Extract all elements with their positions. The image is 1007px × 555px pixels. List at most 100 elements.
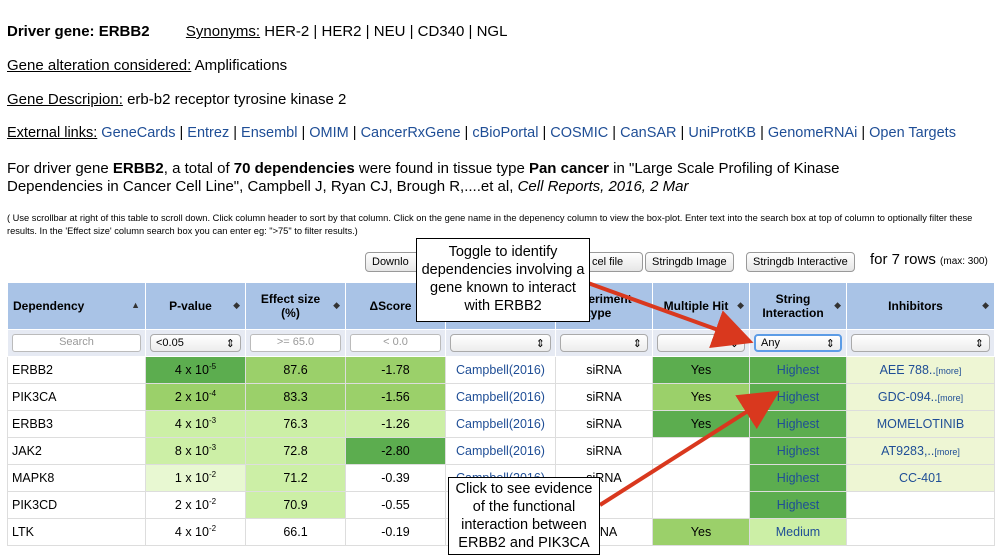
alteration-label: Gene alteration considered: (7, 57, 192, 74)
study-filter-select[interactable]: ⇕ (450, 334, 551, 352)
driver-gene-label: Driver gene: ERBB2 (7, 23, 150, 40)
inhibitor-cell[interactable]: AT9283,..[more] (846, 437, 995, 465)
evidence-callout: Click to see evidence of the functional … (448, 477, 600, 555)
string-interaction-link[interactable]: Highest (749, 437, 847, 465)
pvalue-filter-select[interactable]: <0.05 ⇕ (150, 334, 241, 352)
dependency-gene[interactable]: ERBB3 (7, 410, 146, 438)
pvalue-exponent: -5 (208, 362, 217, 372)
dependency-gene[interactable]: LTK (7, 518, 146, 546)
col-label: Multiple Hit (663, 299, 729, 313)
string-interaction-filter-select[interactable]: Any ⇕ (754, 334, 842, 352)
multiple-hit-cell (652, 464, 750, 492)
experiment-type-cell: siRNA (555, 383, 653, 411)
col-effect-size[interactable]: Effect size (%) ◆ (245, 282, 346, 330)
inhibitors-filter-select[interactable]: ⇕ (851, 334, 990, 352)
link-uniprotkb[interactable]: UniProtKB (688, 125, 757, 141)
col-string-interaction[interactable]: String Interaction ◆ (749, 282, 847, 330)
more-link[interactable]: [more] (935, 366, 962, 376)
inhibitor-cell[interactable]: GDC-094..[more] (846, 383, 995, 411)
inhibitor-cell[interactable]: AEE 788..[more] (846, 356, 995, 384)
link-cosmic[interactable]: COSMIC (550, 125, 609, 141)
sort-icon: ◆ (834, 300, 841, 310)
inhibitor-name[interactable]: GDC-094.. (877, 390, 938, 404)
synonyms-label: Synonyms: (185, 23, 261, 40)
col-label: String Interaction (762, 292, 824, 320)
delta-score-filter-input[interactable]: < 0.0 (350, 334, 441, 352)
col-label: Effect size (%) (260, 292, 321, 320)
summary-citation: Dependencies in Cancer Cell Line", Campb… (7, 178, 518, 195)
pvalue-mantissa: 2 x 10 (174, 498, 209, 513)
link-cancerrxgene[interactable]: CancerRxGene (360, 125, 461, 141)
more-link[interactable]: [more] (934, 447, 960, 457)
summary-part: For driver gene (7, 160, 113, 177)
link-cbioportal[interactable]: cBioPortal (472, 125, 539, 141)
delta-score-cell: -0.39 (345, 464, 446, 492)
stringdb-interactive-button[interactable]: Stringdb Interactive (746, 252, 855, 272)
string-interaction-link[interactable]: Highest (749, 464, 847, 492)
description-line: Gene Descripion: erb-b2 receptor tyrosin… (7, 91, 346, 108)
link-omim[interactable]: OMIM (309, 125, 349, 141)
sort-icon: ▲ (131, 300, 140, 310)
driver-line: Driver gene: ERBB2 Synonyms: HER-2 | HER… (7, 23, 507, 40)
inhibitor-cell[interactable] (846, 518, 995, 546)
study-link[interactable]: Campbell(2016) (445, 383, 556, 411)
inhibitor-name[interactable]: AT9283,.. (881, 444, 935, 458)
table-row: ERBB3 4 x 10-3 76.3 -1.26 Campbell(2016)… (7, 410, 995, 438)
toggle-callout: Toggle to identify dependencies involvin… (416, 238, 590, 322)
inhibitor-name[interactable]: MOMELOTINIB (876, 417, 965, 431)
link-entrez[interactable]: Entrez (187, 125, 230, 141)
col-label: Dependency (13, 299, 85, 313)
instructions-text: ( Use scrollbar at right of this table t… (7, 213, 973, 236)
col-label: P-value (169, 299, 212, 313)
summary-gene: ERBB2 (112, 160, 164, 177)
callout-line: with ERBB2 (464, 298, 542, 314)
more-link[interactable]: [more] (937, 393, 964, 403)
link-open-targets[interactable]: Open Targets (869, 125, 956, 141)
col-inhibitors[interactable]: Inhibitors ◆ (846, 282, 995, 330)
link-genecards[interactable]: GeneCards (101, 125, 176, 141)
col-pvalue[interactable]: P-value ◆ (145, 282, 246, 330)
string-interaction-link[interactable]: Highest (749, 356, 847, 384)
pvalue-mantissa: 4 x 10 (174, 363, 209, 378)
stringdb-image-button[interactable]: Stringdb Image (645, 252, 734, 272)
pvalue-exponent: -3 (208, 443, 217, 453)
study-link[interactable]: Campbell(2016) (445, 437, 556, 465)
arrow-to-string-filter (587, 281, 754, 348)
inhibitor-cell[interactable]: CC-401 (846, 464, 995, 492)
summary-text: For driver gene ERBB2, a total of 70 dep… (7, 160, 839, 196)
callout-line: interaction between (461, 517, 587, 533)
download-button[interactable]: Downlo (365, 252, 427, 272)
callout-line: of the functional (472, 499, 576, 515)
link-ensembl[interactable]: Ensembl (241, 125, 298, 141)
link-genomernai[interactable]: GenomeRNAi (767, 125, 858, 141)
dependency-search-input[interactable]: Search (12, 334, 141, 352)
external-links-line: External links: GeneCards | Entrez | Ens… (7, 125, 956, 141)
inhibitor-name[interactable]: CC-401 (898, 471, 943, 485)
pvalue-exponent: -2 (208, 524, 217, 534)
string-interaction-link[interactable]: Medium (749, 518, 847, 546)
string-interaction-link[interactable]: Highest (749, 491, 847, 519)
study-link[interactable]: Campbell(2016) (445, 410, 556, 438)
link-cansar[interactable]: CanSAR (620, 125, 677, 141)
pvalue-exponent: -2 (208, 497, 217, 507)
updown-icon: ⇕ (825, 337, 835, 350)
pvalue-cell: 8 x 10-3 (145, 437, 246, 465)
dependency-gene[interactable]: MAPK8 (7, 464, 146, 492)
callout-line: gene known to interact (430, 280, 576, 296)
updown-icon: ⇕ (632, 337, 642, 350)
dependency-gene[interactable]: PIK3CA (7, 383, 146, 411)
alteration-line: Gene alteration considered: Amplificatio… (7, 57, 287, 74)
experiment-filter-select[interactable]: ⇕ (560, 334, 648, 352)
dependency-gene[interactable]: JAK2 (7, 437, 146, 465)
effect-size-filter-input[interactable]: >= 65.0 (250, 334, 341, 352)
dependency-gene[interactable]: PIK3CD (7, 491, 146, 519)
sort-icon: ◆ (233, 300, 240, 310)
filter-row: Search <0.05 ⇕ >= 65.0 < 0.0 ⇕ ⇕ ⇕ Any ⇕ ⇕ (7, 329, 995, 357)
pvalue-mantissa: 2 x 10 (174, 390, 209, 405)
excel-file-button[interactable]: cel file (585, 252, 643, 272)
table-row: JAK2 8 x 10-3 72.8 -2.80 Campbell(2016) … (7, 437, 995, 465)
col-dependency[interactable]: Dependency ▲ (7, 282, 146, 330)
inhibitor-name[interactable]: AEE 788.. (879, 363, 936, 377)
pvalue-cell: 4 x 10-2 (145, 518, 246, 546)
